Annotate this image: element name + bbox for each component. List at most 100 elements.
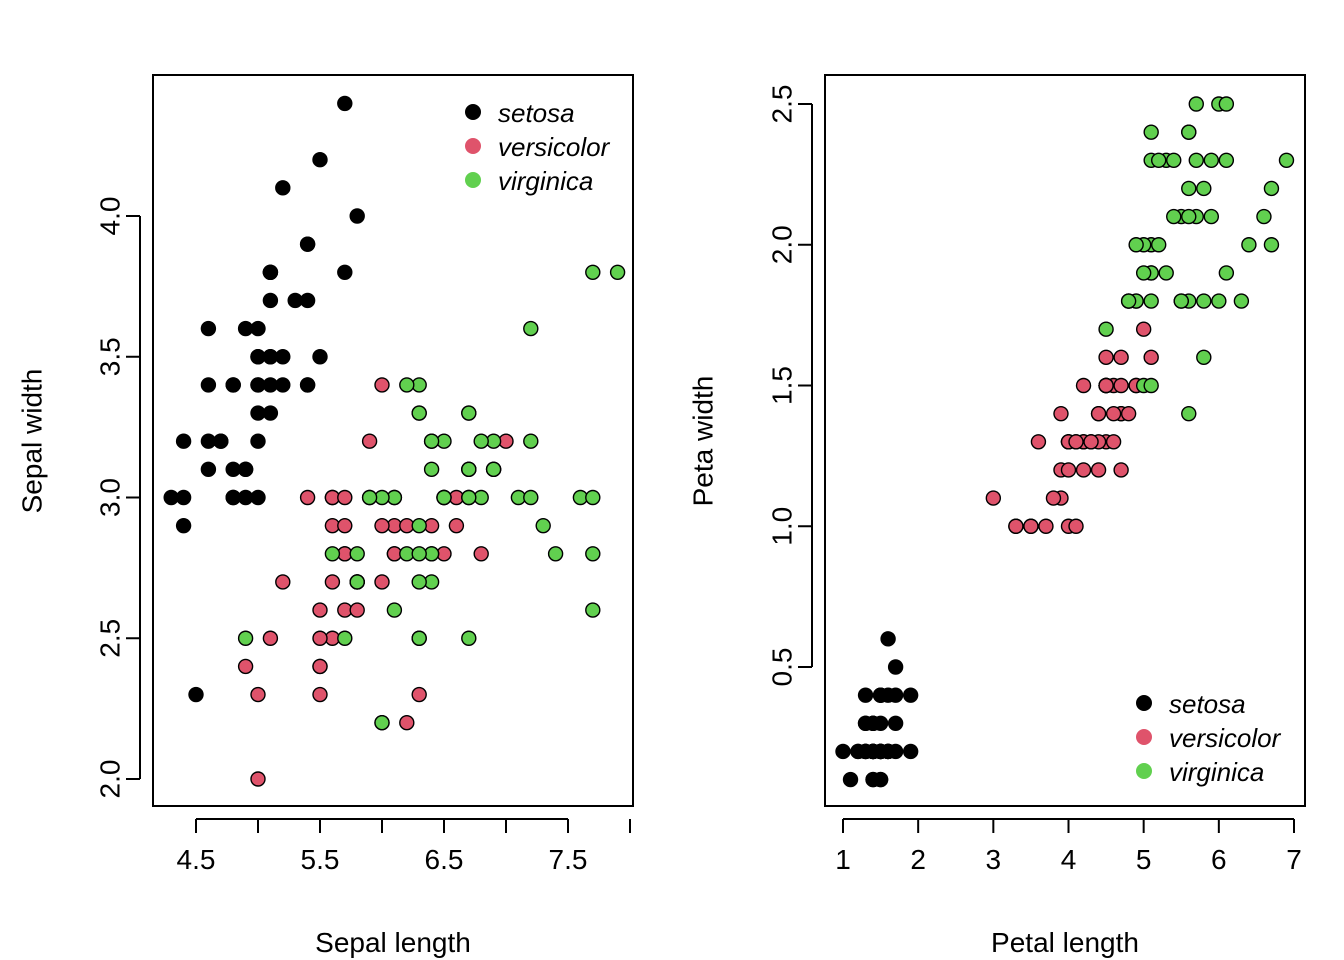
data-point: [1045, 490, 1062, 506]
data-point: [1120, 293, 1137, 309]
legend-label: setosa: [498, 98, 575, 128]
data-point: [337, 517, 353, 534]
data-point: [865, 715, 881, 731]
data-point: [1196, 349, 1212, 366]
data-point: [312, 658, 328, 675]
y-tick-label: 2.0: [767, 225, 798, 264]
data-point: [1218, 265, 1235, 281]
data-point: [1278, 152, 1295, 169]
data-point: [361, 433, 378, 449]
data-point: [1166, 152, 1182, 169]
data-point: [262, 264, 279, 280]
legend-marker: [465, 104, 481, 120]
data-point: [349, 208, 365, 224]
data-point: [250, 771, 266, 787]
legend-marker: [1136, 763, 1152, 779]
data-point: [1181, 405, 1197, 422]
series-virginica: [237, 264, 626, 731]
data-point: [423, 461, 440, 478]
data-point: [1128, 237, 1144, 253]
data-point: [1105, 434, 1122, 450]
data-point: [1150, 152, 1167, 169]
data-point: [287, 292, 303, 309]
legend-label: virginica: [1169, 757, 1264, 787]
data-point: [1150, 237, 1167, 253]
y-tick-label: 0.5: [767, 648, 798, 687]
data-point: [880, 631, 896, 647]
data-point: [1188, 96, 1204, 112]
x-tick-label: 7: [1286, 844, 1302, 875]
data-point: [399, 377, 415, 393]
legend-label: setosa: [1169, 689, 1246, 719]
data-point: [1135, 321, 1152, 337]
data-point: [411, 630, 427, 646]
x-tick-label: 4: [1061, 844, 1077, 875]
x-tick-label: 3: [986, 844, 1002, 875]
data-point: [1158, 265, 1174, 281]
data-point: [337, 95, 353, 112]
x-tick-label: 6.5: [425, 844, 464, 875]
data-point: [1098, 377, 1114, 394]
data-point: [436, 489, 452, 506]
data-point: [902, 687, 919, 703]
series-setosa: [163, 95, 365, 703]
data-point: [872, 687, 889, 703]
data-point: [361, 489, 378, 506]
data-point: [585, 602, 601, 618]
plot-frame: [152, 74, 634, 807]
data-point: [250, 405, 266, 421]
plot-frame: [824, 74, 1306, 807]
x-tick-label: 4.5: [177, 844, 216, 875]
data-point: [1173, 293, 1189, 309]
data-point: [175, 489, 192, 506]
data-point: [1075, 462, 1092, 478]
data-point: [225, 377, 241, 393]
y-tick-label: 3.0: [95, 478, 126, 517]
legend-marker: [465, 138, 481, 154]
data-point: [1113, 462, 1129, 478]
data-point: [473, 433, 489, 449]
data-point: [1060, 462, 1077, 478]
data-point: [374, 574, 390, 590]
data-point: [585, 546, 601, 562]
data-point: [200, 433, 217, 449]
data-point: [237, 461, 254, 478]
data-point: [1263, 237, 1280, 253]
legend: setosa versicolor virginica: [1136, 689, 1282, 787]
data-point: [461, 630, 477, 646]
data-point: [175, 433, 192, 449]
data-point: [175, 517, 192, 534]
data-point: [887, 715, 904, 731]
data-point: [312, 630, 328, 646]
data-point: [1135, 265, 1152, 281]
data-point: [225, 489, 241, 506]
x-tick-label: 1: [835, 844, 851, 875]
data-point: [337, 489, 353, 506]
data-point: [1008, 518, 1024, 534]
data-point: [473, 546, 489, 562]
x-tick-label: 6: [1211, 844, 1227, 875]
data-point: [902, 743, 919, 760]
data-point: [1211, 293, 1227, 309]
y-tick-label: 2.5: [95, 619, 126, 658]
data-point: [1098, 321, 1114, 337]
legend-marker: [465, 172, 481, 188]
data-point: [1181, 180, 1197, 197]
data-point: [374, 377, 390, 393]
data-point: [262, 630, 279, 646]
data-point: [1143, 293, 1159, 309]
data-point: [1181, 208, 1197, 225]
petal-scatter-panel: 1 2 3 4 5 6 7 0.5 1.0 1.5 2.0 2.5 Petal length Peta w…: [688, 74, 1306, 958]
y-tick-label: 1.0: [767, 507, 798, 546]
data-point: [1203, 208, 1220, 225]
x-axis-title: Sepal length: [315, 927, 471, 958]
series-versicolor: [985, 293, 1159, 534]
x-tick-label: 5: [1136, 844, 1152, 875]
data-point: [1188, 152, 1204, 169]
data-point: [1068, 518, 1084, 534]
data-point: [262, 292, 279, 309]
x-tick-label: 5.5: [301, 844, 340, 875]
data-point: [250, 433, 266, 449]
data-point: [609, 264, 626, 280]
